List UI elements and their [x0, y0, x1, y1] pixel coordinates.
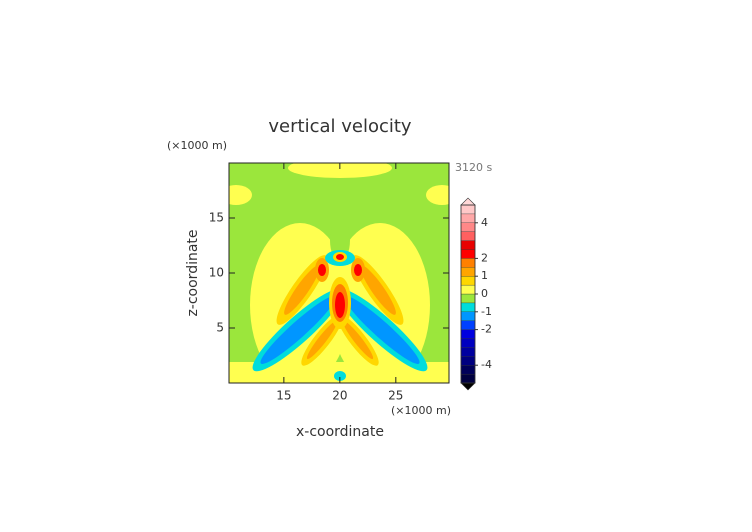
contour-region [284, 265, 320, 315]
x-unit: (×1000 m) [391, 404, 451, 417]
colorbar-band [460, 338, 476, 348]
x-tick-label: 15 [276, 389, 291, 403]
contour-region [230, 332, 250, 348]
contour-region [334, 371, 346, 381]
colorbar-band [460, 258, 476, 268]
colorbar-tick-label: -2 [481, 323, 492, 336]
contour-region [260, 296, 336, 364]
y-tick-label: 5 [216, 321, 224, 335]
contour-region [360, 265, 396, 315]
contour-region [306, 320, 338, 360]
x-tick-label: 20 [332, 389, 347, 403]
colorbar-tick-label: -1 [481, 305, 492, 318]
colorbar-band [460, 365, 476, 375]
x-tick-label: 25 [388, 389, 403, 403]
y-tick-label: 10 [209, 266, 224, 280]
colorbar-over [460, 197, 476, 206]
colorbar-band [460, 302, 476, 312]
colorbar-band [460, 373, 476, 384]
contour-region [428, 332, 448, 348]
colorbar-band [460, 356, 476, 366]
colorbar-tick-label: -4 [481, 358, 492, 371]
colorbar-band [460, 231, 476, 241]
contour-region [426, 185, 449, 205]
y-unit: (×1000 m) [167, 139, 227, 152]
contour-region [344, 296, 420, 364]
y-tick-label: 15 [209, 211, 224, 225]
colorbar-band [460, 240, 476, 250]
colorbar-tick-label: 4 [481, 216, 488, 229]
colorbar-band [460, 276, 476, 286]
colorbar-band [460, 347, 476, 357]
colorbar-band [460, 293, 476, 304]
colorbar-tick-label: 0 [481, 287, 488, 300]
colorbar-band [460, 204, 476, 215]
colorbar-band [460, 320, 476, 330]
y-axis-label: z-coordinate [185, 229, 201, 316]
colorbar-band [460, 267, 476, 277]
colorbar-under [460, 382, 476, 391]
time-label: 3120 s [455, 161, 492, 174]
contour-region [342, 320, 374, 360]
colorbar-tick-label: 2 [481, 251, 488, 264]
colorbar-band [460, 329, 476, 339]
contour-region [229, 185, 252, 205]
contour-region [318, 264, 326, 276]
axes: 15 20 25 5 10 15 -4 -2 -1 0 1 2 4 [209, 162, 492, 403]
colorbar-band [460, 213, 476, 223]
colorbar-band [460, 249, 476, 259]
colorbar-band [460, 222, 476, 232]
chart-title: vertical velocity [268, 116, 412, 137]
colorbar-tick-label: 1 [481, 269, 488, 282]
colorbar-band [460, 311, 476, 321]
contour-region [335, 292, 345, 318]
x-axis-label: x-coordinate [296, 424, 384, 440]
contour-region [336, 254, 344, 260]
contour-region [354, 264, 362, 276]
contour-field [229, 163, 449, 383]
contour-region [288, 163, 392, 178]
colorbar-band [460, 284, 476, 295]
